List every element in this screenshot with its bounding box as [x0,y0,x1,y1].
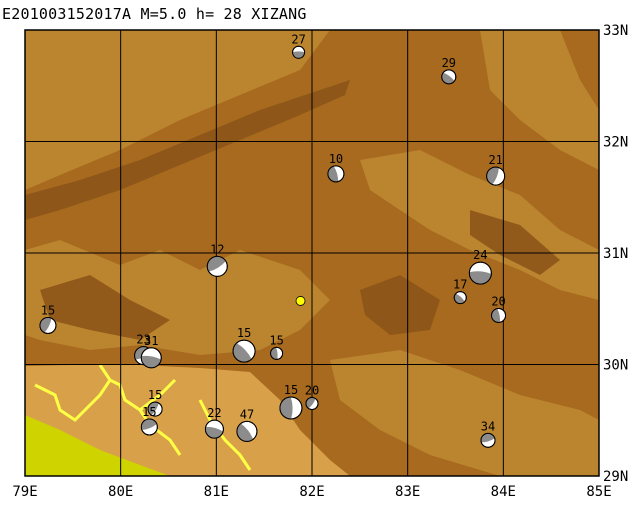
terrain-ridge [25,80,350,220]
focal-mechanism-ball [140,347,162,369]
map-frame [24,29,600,477]
focal-mechanism-ball [232,339,256,363]
latitude-tick-label: 31N [603,246,628,262]
focal-mechanism-ball [453,291,467,305]
depth-label: 15 [269,333,283,347]
depth-label: 23 [136,333,150,347]
focal-mechanism-ball [486,166,506,186]
terrain-midland [480,30,599,170]
focal-mechanism-ball [327,165,345,183]
river-line [98,364,112,381]
longitude-tick-label: 81E [204,484,229,500]
longitude-tick-label: 83E [395,484,420,500]
focal-mechanism-ball [491,307,507,323]
depth-label: 17 [453,278,467,292]
focal-mechanism-ball [292,45,306,59]
depth-label: 15 [148,388,162,402]
focal-mechanism-ball [468,261,492,285]
terrain-midland [330,350,599,476]
depth-label: 15 [284,383,298,397]
map-title: E201003152017A M=5.0 h= 28 XIZANG [2,5,307,23]
focal-mechanism-ball [279,396,303,420]
graticule [24,29,600,477]
longitude-tick-label: 84E [491,484,516,500]
terrain-lowland [25,364,350,476]
terrain-midland [25,30,330,190]
depth-label: 12 [210,242,224,256]
river-line [139,378,177,412]
focal-mechanism-ball [206,255,228,277]
latitude-tick-label: 29N [603,469,628,485]
depth-label: 21 [488,153,502,167]
depth-label: 15 [237,326,251,340]
focal-mechanism-ball [441,69,457,85]
terrain-ridge [40,275,170,340]
main-event-marker [295,296,306,306]
depth-label: 10 [329,152,343,166]
terrain-plain [25,415,170,476]
depth-label: 20 [305,384,319,398]
depth-label: 15 [142,405,156,419]
focal-mechanism-ball [270,346,284,360]
depth-label: 15 [41,303,55,317]
depth-label: 31 [144,334,158,348]
focal-mechanism-ball [140,418,158,436]
depth-label: 29 [442,56,456,70]
depth-label: 47 [240,407,254,421]
focal-mechanism-ball [305,397,319,411]
focal-mechanism-ball [204,419,224,439]
latitude-tick-label: 33N [603,23,628,39]
depth-label: 22 [207,406,221,420]
depth-label: 27 [291,32,305,46]
river-line [198,399,252,471]
terrain-ridge [360,275,440,335]
focal-mechanism-ball [39,316,57,334]
depth-label: 34 [481,419,495,433]
terrain-ridge [470,210,560,275]
focal-mechanism-ball [236,420,258,442]
depth-label: 20 [491,294,505,308]
focal-mechanism-ball [147,401,163,417]
longitude-tick-label: 82E [299,484,324,500]
latitude-tick-label: 32N [603,135,628,151]
focal-mechanism-ball [480,432,496,448]
longitude-tick-label: 85E [586,484,611,500]
longitude-tick-label: 80E [108,484,133,500]
longitude-tick-label: 79E [12,484,37,500]
depth-label: 24 [473,248,487,262]
latitude-tick-label: 30N [603,358,628,374]
